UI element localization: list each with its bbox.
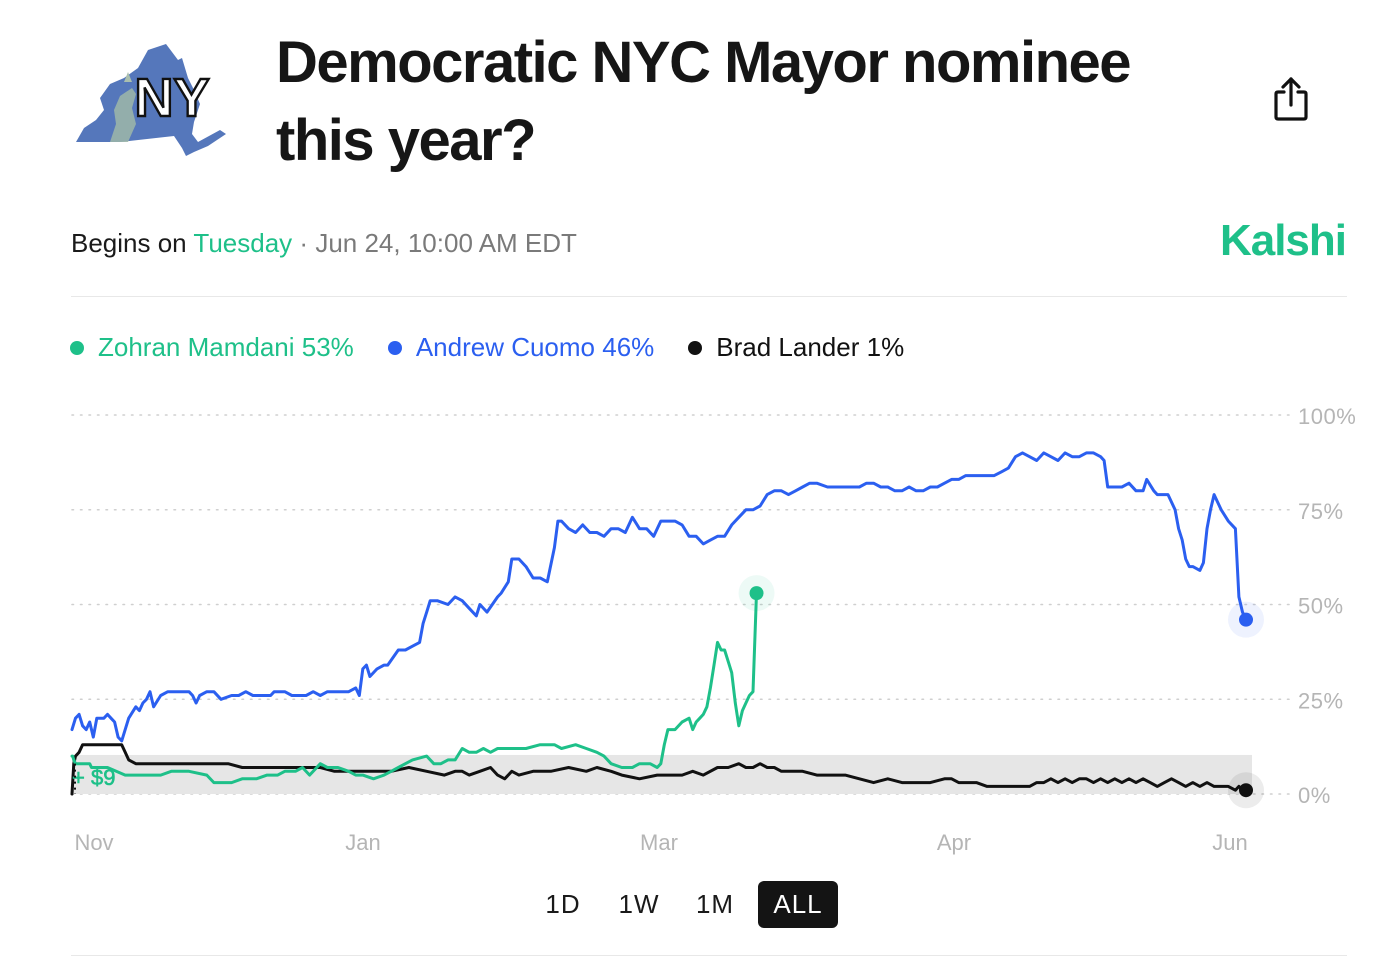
share-icon: [1274, 77, 1308, 121]
chart-legend: Zohran Mamdani 53% Andrew Cuomo 46% Brad…: [70, 332, 904, 363]
begins-label: Begins on: [71, 228, 187, 258]
logo-text: NY: [134, 68, 209, 128]
x-tick-label: Jan: [345, 830, 380, 855]
legend-item-lander[interactable]: Brad Lander 1%: [688, 332, 904, 363]
x-tick-label: Apr: [937, 830, 971, 855]
y-tick-label: 50%: [1298, 594, 1344, 619]
market-title: Democratic NYC Mayor nominee this year?: [276, 30, 1132, 173]
legend-item-mamdani[interactable]: Zohran Mamdani 53%: [70, 332, 354, 363]
series-end-point: [1239, 783, 1253, 798]
x-tick-label: Jun: [1212, 830, 1247, 855]
x-tick-label: Nov: [74, 830, 113, 855]
brand-logo[interactable]: Kalshi: [1219, 216, 1347, 265]
range-all-button[interactable]: ALL: [758, 881, 838, 928]
legend-dot: [387, 340, 402, 355]
legend-label: Brad Lander 1%: [716, 332, 905, 362]
begins-datetime: Jun 24, 10:00 AM EDT: [315, 228, 577, 258]
meta-separator: ·: [299, 228, 309, 258]
divider-bottom: [71, 955, 1347, 956]
range-1m-button[interactable]: 1M: [695, 889, 735, 919]
share-button[interactable]: [1268, 74, 1314, 124]
event-timing: Begins on Tuesday · Jun 24, 10:00 AM EDT: [71, 228, 577, 259]
series-line-brad-lander: [70, 743, 1248, 796]
y-tick-label: 75%: [1298, 499, 1344, 524]
range-1w-button[interactable]: 1W: [618, 889, 660, 919]
legend-label: Andrew Cuomo 46%: [415, 332, 655, 362]
market-logo: NY: [70, 38, 232, 162]
series-end-point: [1239, 612, 1253, 627]
position-annotation: + $9: [72, 765, 115, 790]
series-end-point: [749, 586, 764, 601]
divider-top: [71, 296, 1347, 297]
range-1d-button[interactable]: 1D: [545, 889, 581, 919]
series-line-andrew-cuomo: [70, 451, 1248, 743]
y-tick-label: 100%: [1298, 404, 1356, 429]
legend-label: Zohran Mamdani 53%: [98, 332, 354, 362]
legend-dot: [688, 340, 703, 355]
series-line-zohran-mamdani: [70, 591, 758, 785]
legend-dot: [70, 340, 84, 355]
x-tick-label: Mar: [640, 830, 678, 855]
y-tick-label: 25%: [1298, 688, 1344, 713]
time-range-selector: 1D 1W 1M ALL: [530, 881, 838, 928]
new-york-state-icon: NY: [76, 44, 226, 156]
y-tick-label: 0%: [1298, 783, 1331, 808]
begins-day: Tuesday: [193, 228, 293, 258]
legend-item-cuomo[interactable]: Andrew Cuomo 46%: [387, 332, 655, 363]
price-history-chart[interactable]: 100% 75% 50% 25% 0% Nov Jan Mar Apr Jun + $9: [0, 395, 1388, 865]
